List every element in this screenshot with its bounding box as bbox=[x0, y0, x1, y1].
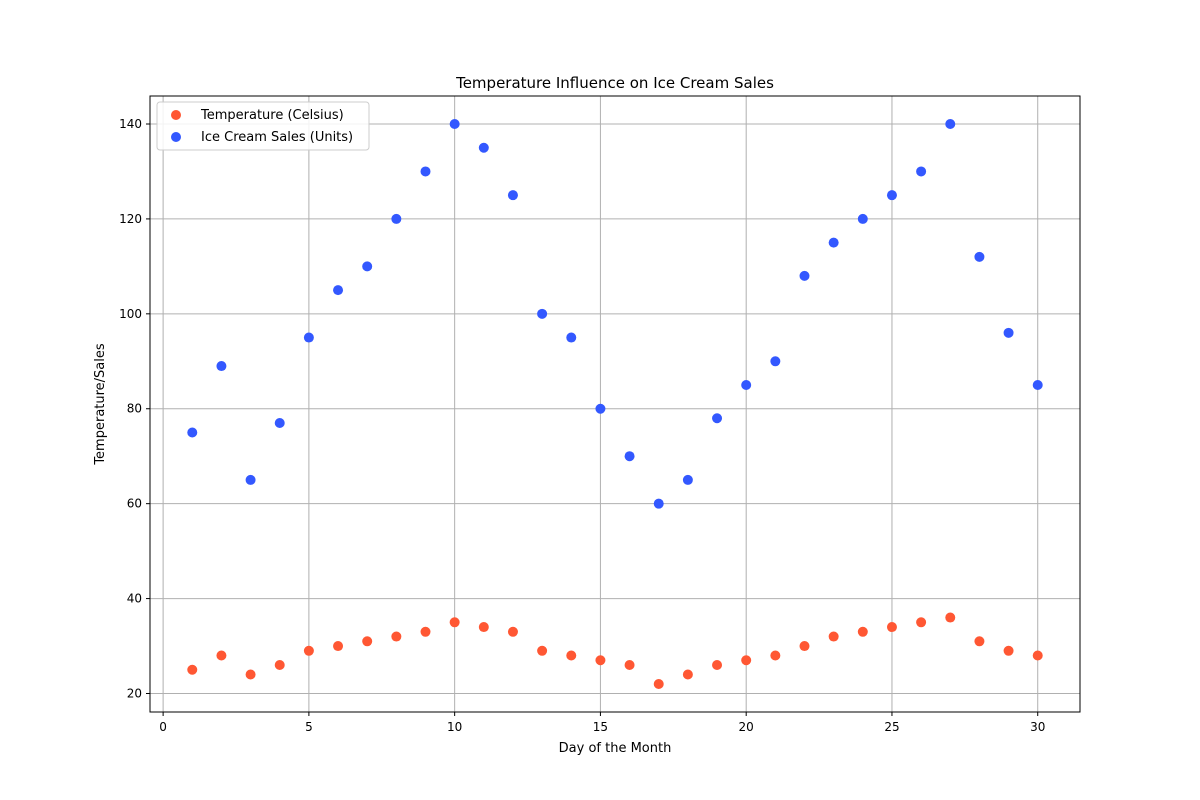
sales-point bbox=[449, 119, 460, 129]
temperature-point bbox=[595, 655, 606, 666]
sales-point bbox=[1003, 327, 1014, 338]
sales-point bbox=[916, 166, 927, 177]
sales-point bbox=[420, 166, 431, 177]
legend-label-sales: Ice Cream Sales (Units) bbox=[201, 130, 353, 145]
y-tick-label: 120 bbox=[119, 212, 142, 226]
sales-point bbox=[974, 251, 985, 262]
plot-area-frame bbox=[149, 95, 1081, 713]
temperature-point bbox=[653, 679, 664, 689]
temperature-point bbox=[828, 631, 839, 642]
x-tick-label: 25 bbox=[884, 720, 899, 734]
sales-point bbox=[333, 285, 344, 296]
x-tick-label: 5 bbox=[305, 720, 313, 734]
sales-point bbox=[537, 308, 548, 319]
temperature-point bbox=[187, 664, 198, 675]
temperature-point bbox=[945, 612, 956, 623]
x-tick-label: 15 bbox=[593, 720, 608, 734]
temperature-point bbox=[566, 650, 577, 661]
legend: Temperature (Celsius) Ice Cream Sales (U… bbox=[156, 101, 370, 151]
y-axis-label: Temperature/Sales bbox=[93, 343, 108, 466]
x-tick-label: 30 bbox=[1030, 720, 1045, 734]
grid bbox=[150, 96, 1080, 712]
x-tick-label: 20 bbox=[739, 720, 754, 734]
y-tick-label: 60 bbox=[127, 497, 142, 511]
temperature-point bbox=[857, 626, 868, 637]
temperature-point bbox=[770, 650, 781, 661]
sales-point bbox=[886, 190, 897, 201]
sales-point bbox=[741, 380, 752, 391]
sales-point bbox=[274, 417, 285, 428]
sales-point bbox=[245, 474, 256, 485]
y-tick-label: 80 bbox=[127, 402, 142, 416]
sales-point bbox=[828, 237, 839, 248]
temperature-point bbox=[362, 636, 373, 647]
sales-point bbox=[1032, 380, 1043, 391]
temperature-point bbox=[799, 641, 810, 652]
x-tick-label: 10 bbox=[447, 720, 462, 734]
x-tick-label: 0 bbox=[159, 720, 167, 734]
temperature-point bbox=[333, 641, 344, 652]
legend-marker-temperature bbox=[171, 110, 181, 120]
sales-point bbox=[362, 261, 373, 272]
y-tick-label: 20 bbox=[127, 686, 142, 700]
temperature-point bbox=[478, 622, 489, 633]
x-axis-label: Day of the Month bbox=[559, 741, 672, 756]
temperature-point bbox=[886, 622, 897, 633]
sales-point bbox=[682, 474, 693, 485]
sales-point bbox=[566, 332, 577, 343]
temperature-point bbox=[537, 645, 548, 656]
sales-point bbox=[653, 498, 664, 509]
y-tick-label: 140 bbox=[119, 117, 142, 131]
sales-point bbox=[478, 142, 489, 153]
temperature-point bbox=[916, 617, 927, 628]
sales-point bbox=[187, 427, 198, 438]
chart-title: Temperature Influence on Ice Cream Sales bbox=[455, 74, 774, 92]
y-tick-label: 40 bbox=[127, 592, 142, 606]
temperature-point bbox=[1003, 645, 1014, 656]
temperature-point bbox=[449, 617, 460, 628]
axis-ticks: 0 5 10 15 20 25 30 20 40 60 80 100 120 140 bbox=[119, 117, 1045, 734]
temperature-point bbox=[216, 650, 227, 661]
legend-box bbox=[156, 101, 370, 151]
temperature-point bbox=[741, 655, 752, 666]
sales-point bbox=[216, 361, 227, 372]
sales-point bbox=[624, 451, 635, 462]
temperature-point bbox=[245, 669, 256, 680]
sales-point bbox=[391, 213, 402, 224]
temperature-point bbox=[974, 636, 985, 647]
legend-label-temperature: Temperature (Celsius) bbox=[200, 108, 344, 123]
sales-point bbox=[770, 356, 781, 367]
temperature-point bbox=[1032, 650, 1043, 661]
temperature-point bbox=[274, 660, 285, 671]
sales-point bbox=[712, 413, 723, 424]
temperature-point bbox=[712, 660, 723, 671]
temperature-point bbox=[391, 631, 402, 642]
y-tick-label: 100 bbox=[119, 307, 142, 321]
temperature-point bbox=[303, 645, 314, 656]
legend-marker-sales bbox=[171, 132, 181, 142]
temperature-point bbox=[420, 626, 431, 637]
temperature-point bbox=[507, 626, 518, 637]
sales-point bbox=[507, 190, 518, 201]
temperature-point bbox=[624, 660, 635, 671]
sales-point bbox=[799, 270, 810, 281]
sales-point bbox=[945, 119, 956, 129]
sales-point bbox=[857, 213, 868, 224]
data-points bbox=[187, 119, 1043, 689]
temperature-point bbox=[682, 669, 693, 680]
sales-point bbox=[303, 332, 314, 343]
sales-point bbox=[595, 403, 606, 414]
